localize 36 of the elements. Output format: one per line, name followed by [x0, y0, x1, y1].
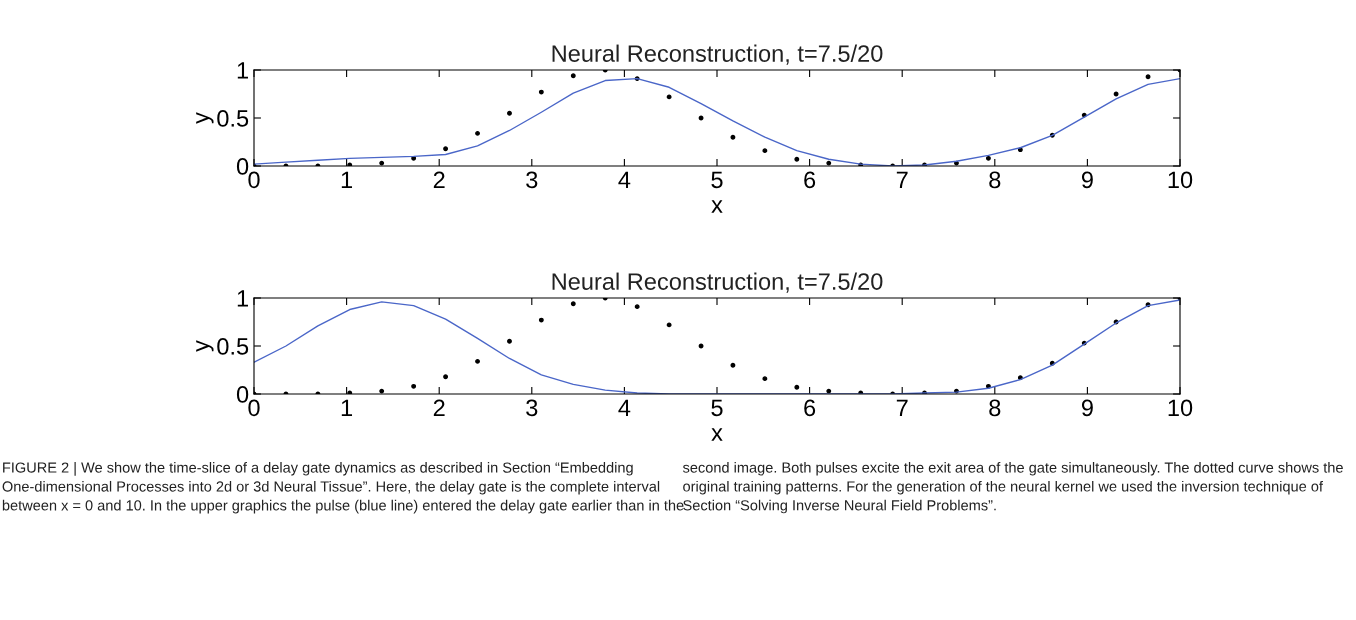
chart-title: Neural Reconstruction, t=7.5/20: [552, 272, 883, 293]
x-tick-label: 0: [248, 399, 260, 417]
x-tick-label: 0: [248, 171, 260, 189]
x-tick-label: 4: [618, 399, 631, 416]
y-tick-label: 1: [237, 62, 248, 79]
x-tick-label: 3: [526, 399, 538, 417]
x-tick-label: 4: [618, 171, 631, 188]
x-tick-label: 6: [804, 171, 816, 189]
x-tick-label: 1: [341, 399, 353, 416]
x-tick-label: 9: [1081, 171, 1093, 189]
x-tick-label: 7: [896, 399, 908, 416]
x-tick-label: 5: [711, 171, 723, 189]
x-tick-label: 10: [1168, 399, 1193, 417]
x-axis-title: x: [711, 200, 723, 213]
y-tick-label: 0: [236, 158, 249, 175]
x-tick-label: 1: [341, 171, 353, 188]
y-tick-label: 0.5: [217, 338, 249, 355]
y-tick-label: 1: [237, 290, 248, 307]
x-axis-title: x: [711, 428, 723, 441]
x-tick-label: 10: [1168, 171, 1193, 189]
x-tick-label: 5: [711, 399, 723, 417]
y-tick-label: 0: [236, 386, 249, 403]
chart-title: Neural Reconstruction, t=7.5/20: [552, 44, 883, 65]
y-axis-title: y: [196, 112, 214, 124]
y-tick-label: 0.5: [217, 110, 249, 127]
x-tick-label: 8: [989, 399, 1001, 417]
x-tick-label: 2: [433, 171, 445, 188]
caption: FIGURE 2 | We show the time-slice of a delay gate dynamics as described in Section “Embedding One-dimensional Processes into 2d or 3d Neural Tissue”. Here, the delay gate is the complete interval between x = 0 and 10. In the upper graphics the pulse (blue line) entered the delay gate earlier than in the: [2, 462, 684, 514]
x-tick-label: 7: [896, 171, 908, 188]
x-tick-label: 8: [989, 171, 1001, 189]
x-tick-label: 3: [526, 171, 538, 189]
text: second image. Both pulses excite the exit area of the gate simultaneously. The dotted curve shows the original training patterns. For the generation of the neural kernel we used the inversion technique of Section “Solving Inverse Neural Field Problems”.: [682, 462, 1343, 514]
x-tick-label: 6: [804, 399, 816, 417]
x-tick-label: 9: [1081, 399, 1093, 417]
x-tick-label: 2: [433, 399, 445, 416]
y-axis-title: y: [196, 340, 214, 352]
